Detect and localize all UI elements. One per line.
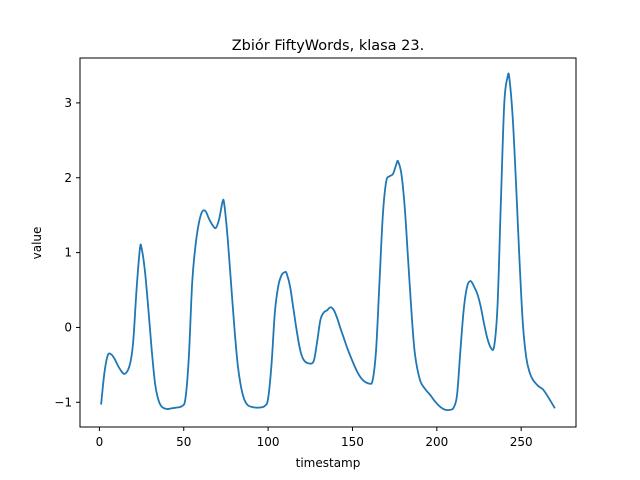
y-tick-label: −1 bbox=[54, 395, 72, 409]
chart-title: Zbiór FiftyWords, klasa 23. bbox=[232, 38, 425, 54]
y-axis-label: value bbox=[30, 227, 44, 260]
series-line-0 bbox=[100, 72, 556, 412]
x-axis-label: timestamp bbox=[296, 456, 361, 470]
y-tick-label: 0 bbox=[64, 320, 72, 334]
plot-frame bbox=[79, 57, 577, 428]
x-tick-label: 0 bbox=[96, 435, 104, 449]
x-tick-label: 200 bbox=[425, 435, 448, 449]
x-tick-label: 100 bbox=[257, 435, 280, 449]
x-tick-label: 50 bbox=[176, 435, 191, 449]
x-tick-label: 150 bbox=[341, 435, 364, 449]
x-tick-label: 250 bbox=[510, 435, 533, 449]
y-tick-label: 1 bbox=[64, 246, 72, 260]
y-tick-label: 3 bbox=[64, 96, 72, 110]
y-tick-label: 2 bbox=[64, 171, 72, 185]
